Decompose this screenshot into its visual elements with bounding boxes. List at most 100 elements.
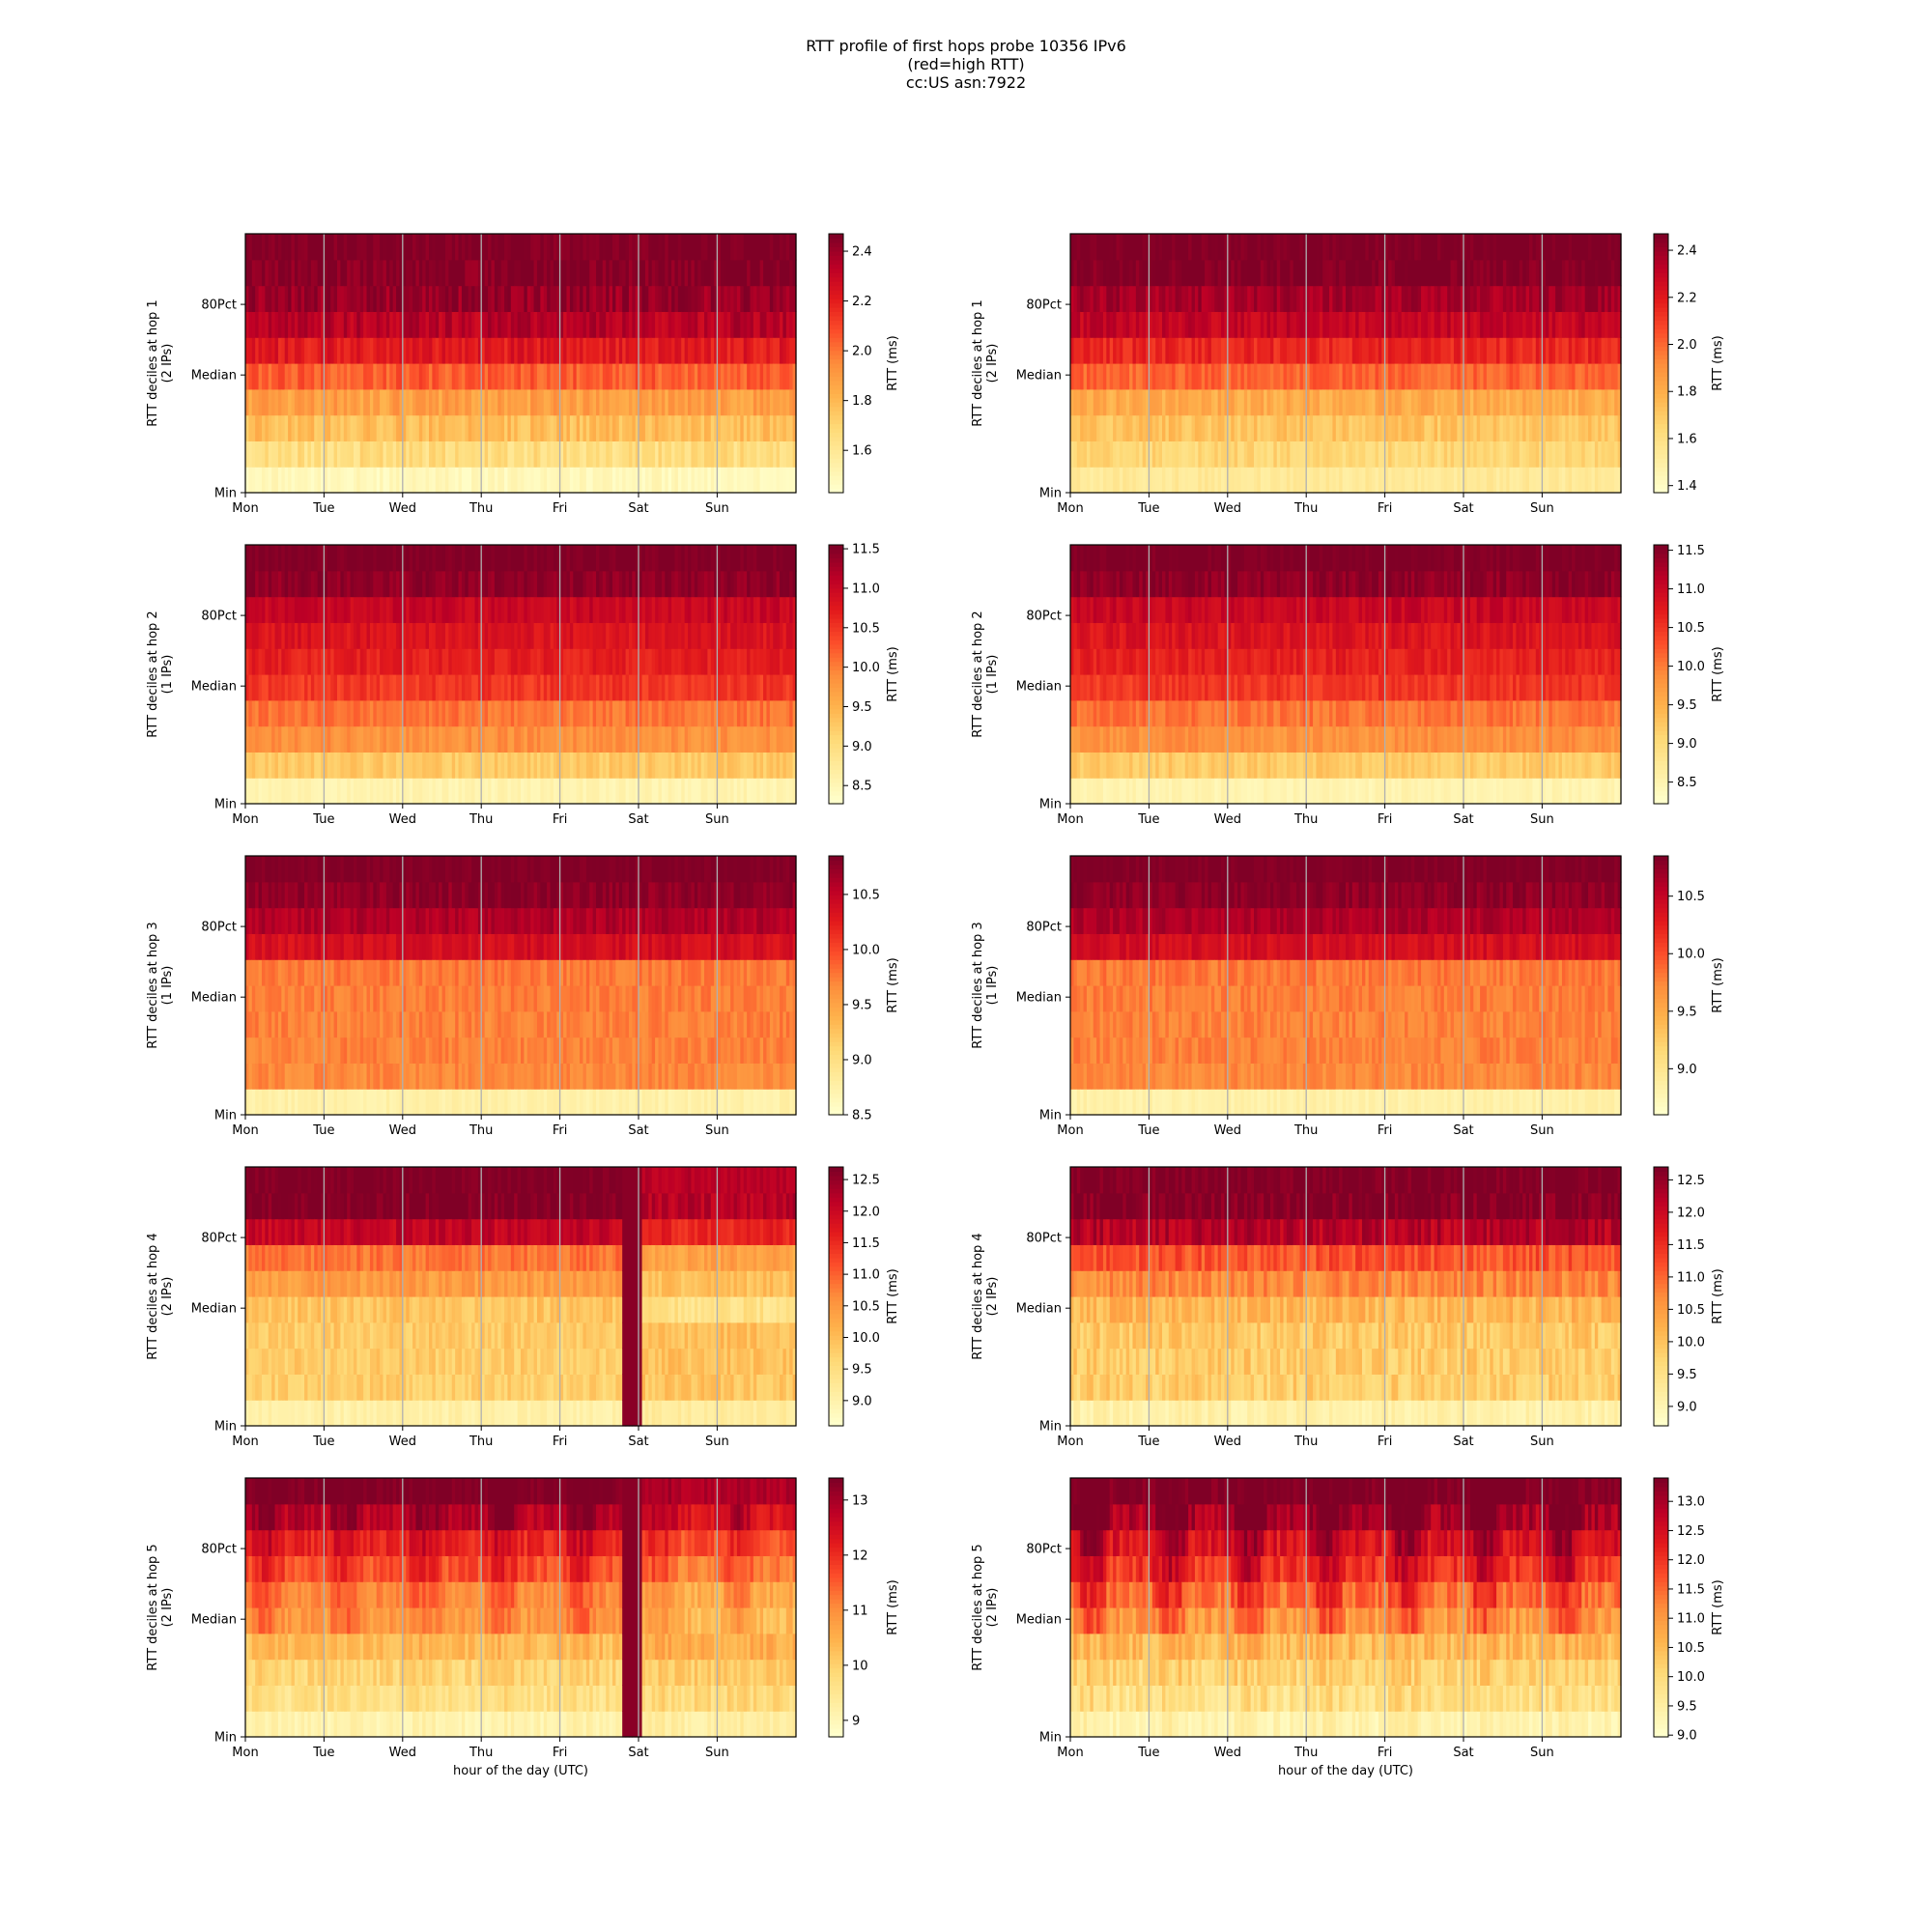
heatmap-cell <box>1351 285 1356 312</box>
heatmap-cell <box>1378 363 1382 390</box>
heatmap-cell <box>1172 259 1177 287</box>
heatmap-cell <box>1254 337 1258 364</box>
heatmap-cell <box>1322 440 1327 468</box>
heatmap-cell <box>1106 467 1111 494</box>
heatmap-cell <box>569 699 574 727</box>
heatmap-cell <box>330 545 335 572</box>
heatmap-cell <box>1296 414 1301 441</box>
heatmap-cell <box>651 363 656 390</box>
heatmap-cell <box>444 699 449 727</box>
heatmap-cell <box>458 414 463 441</box>
heatmap-cell <box>245 467 249 494</box>
heatmap-cell <box>1483 414 1488 441</box>
heatmap-cell <box>1099 467 1104 494</box>
heatmap-cell <box>353 699 357 727</box>
heatmap-cell <box>1525 259 1530 287</box>
heatmap-cell <box>740 467 745 494</box>
heatmap-cell <box>1083 259 1088 287</box>
heatmap-cell <box>789 363 794 390</box>
colorbar-swatch <box>1654 423 1668 429</box>
heatmap-cell <box>284 725 289 753</box>
heatmap-cell <box>1410 363 1415 390</box>
heatmap-cell <box>491 545 496 572</box>
heatmap-cell <box>766 414 771 441</box>
heatmap-cell <box>710 414 715 441</box>
heatmap-cell <box>773 259 778 287</box>
heatmap-cell <box>340 311 345 338</box>
heatmap-cell <box>307 570 312 598</box>
heatmap-cell <box>697 699 702 727</box>
heatmap-cell <box>710 467 715 494</box>
heatmap-cell <box>1234 363 1238 390</box>
colorbar-swatch <box>829 302 843 308</box>
heatmap-cell <box>363 545 368 572</box>
heatmap-cell <box>422 388 427 416</box>
heatmap-cell <box>1391 414 1396 441</box>
heatmap-cell <box>1273 440 1278 468</box>
heatmap-cell <box>1162 234 1166 261</box>
heatmap-cell <box>726 285 731 312</box>
heatmap-cell <box>569 570 574 598</box>
heatmap-cell <box>451 285 456 312</box>
heatmap-cell <box>609 414 613 441</box>
heatmap-cell <box>1260 285 1264 312</box>
heatmap-cell <box>1469 467 1474 494</box>
heatmap-cell <box>366 388 371 416</box>
heatmap-cell <box>418 259 423 287</box>
heatmap-cell <box>1384 337 1389 364</box>
heatmap-cell <box>1214 259 1219 287</box>
heatmap-cell <box>271 467 276 494</box>
heatmap-cell <box>277 285 282 312</box>
heatmap-cell <box>1181 440 1186 468</box>
heatmap-cell <box>1276 440 1281 468</box>
heatmap-cell <box>1535 285 1540 312</box>
heatmap-cell <box>1539 440 1544 468</box>
heatmap-cell <box>1542 285 1547 312</box>
heatmap-cell <box>644 467 649 494</box>
heatmap-cell <box>310 234 315 261</box>
heatmap-cell <box>582 725 587 753</box>
heatmap-cell <box>559 778 564 805</box>
heatmap-cell <box>707 778 712 805</box>
x-tick-label: Sat <box>628 501 648 516</box>
heatmap-cell <box>415 259 420 287</box>
heatmap-cell <box>488 440 493 468</box>
heatmap-cell <box>1080 311 1085 338</box>
heatmap-cell <box>780 414 784 441</box>
heatmap-cell <box>1440 311 1445 338</box>
heatmap-cell <box>1486 311 1491 338</box>
heatmap-cell <box>484 285 489 312</box>
heatmap-cell <box>1073 363 1078 390</box>
heatmap-cell <box>1450 259 1455 287</box>
heatmap-cell <box>661 622 666 649</box>
heatmap-cell <box>789 311 794 338</box>
heatmap-cell <box>1476 467 1481 494</box>
heatmap-cell <box>265 337 270 364</box>
heatmap-cell <box>769 440 774 468</box>
heatmap-cell <box>514 285 519 312</box>
heatmap-cell <box>1191 388 1196 416</box>
heatmap-cell <box>1469 440 1474 468</box>
heatmap-cell <box>609 388 613 416</box>
heatmap-cell <box>451 311 456 338</box>
heatmap-cell <box>639 699 643 727</box>
heatmap-cell <box>526 285 531 312</box>
heatmap-cell <box>385 674 390 701</box>
heatmap-cell <box>707 414 712 441</box>
heatmap-cell <box>714 285 719 312</box>
heatmap-cell <box>314 414 319 441</box>
heatmap-cell <box>704 285 708 312</box>
heatmap-cell <box>658 414 663 441</box>
heatmap-cell <box>1119 234 1123 261</box>
heatmap-cell <box>1558 311 1563 338</box>
heatmap-cell <box>284 674 289 701</box>
heatmap-cell <box>747 259 752 287</box>
heatmap-cell <box>248 388 253 416</box>
heatmap-cell <box>1296 311 1301 338</box>
heatmap-cell <box>1519 414 1523 441</box>
heatmap-cell <box>409 440 413 468</box>
heatmap-cell <box>1545 363 1549 390</box>
heatmap-cell <box>668 311 672 338</box>
heatmap-cell <box>1158 259 1163 287</box>
heatmap-cell <box>543 311 548 338</box>
